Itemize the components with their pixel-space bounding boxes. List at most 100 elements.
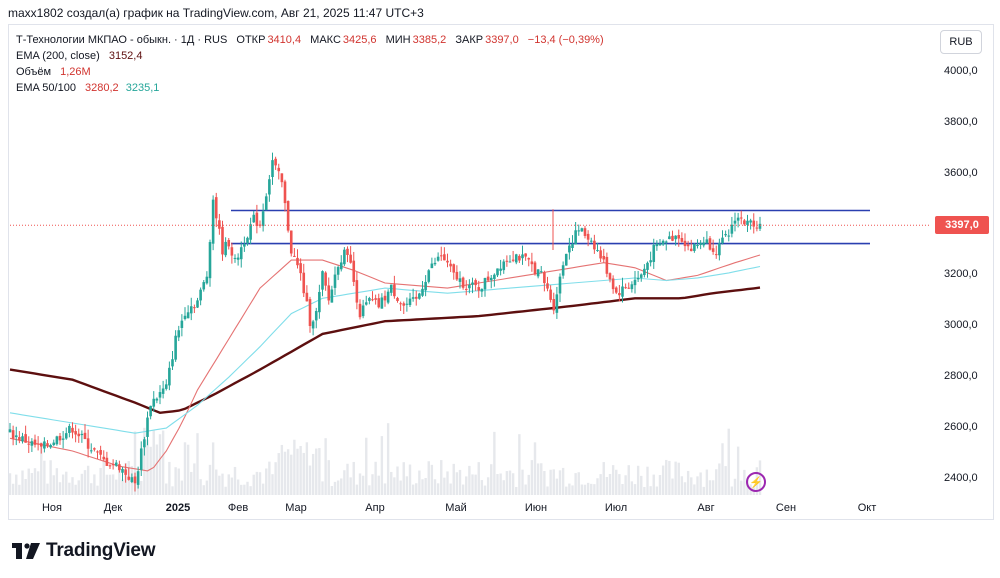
volume-bar: [574, 473, 577, 495]
x-tick-label: Авг: [697, 502, 715, 514]
candle-body: [736, 217, 740, 221]
volume-bar: [177, 468, 180, 495]
candle-body: [252, 214, 256, 223]
candle-body: [21, 436, 24, 442]
volume-bar: [365, 437, 368, 495]
candle-body: [208, 242, 212, 279]
candle-body: [577, 230, 581, 232]
volume-bar: [252, 474, 255, 495]
author-line: maxx1802 создал(а) график на TradingView…: [8, 6, 424, 20]
volume-bar: [455, 472, 459, 495]
volume-bar: [174, 467, 177, 495]
volume-bar: [740, 480, 743, 495]
volume-bar: [524, 484, 527, 495]
candle-body: [349, 254, 352, 263]
volume-bar: [383, 483, 387, 495]
volume-bar: [43, 460, 46, 495]
currency-button[interactable]: RUB: [940, 30, 982, 54]
candle-body: [749, 220, 752, 223]
volume-bar: [90, 483, 93, 495]
candle-body: [314, 310, 318, 321]
candle-body: [158, 392, 162, 398]
ema200-value: 3152,4: [108, 50, 143, 62]
candle-body: [339, 262, 343, 270]
volume-bar: [315, 448, 318, 495]
alert-icon[interactable]: ⚡: [746, 472, 766, 492]
volume-bar: [68, 482, 71, 495]
candle-body: [89, 450, 93, 452]
volume-bar: [477, 462, 480, 495]
candle-body: [405, 303, 409, 305]
candle-body: [239, 247, 243, 260]
candle-body: [643, 268, 646, 276]
x-tick-label: Дек: [103, 502, 123, 514]
volume-bar: [677, 462, 680, 495]
candle-body: [127, 476, 131, 480]
candle-body: [493, 274, 496, 279]
volume-bar: [96, 485, 99, 495]
candle-body: [505, 260, 509, 262]
candle-body: [230, 247, 234, 256]
candle-body: [33, 439, 37, 445]
candle-body: [80, 433, 84, 436]
volume-bar: [736, 446, 740, 495]
volume-bar: [349, 477, 352, 495]
candle-body: [452, 264, 456, 273]
candle-body: [674, 235, 677, 240]
volume-bar: [730, 486, 734, 495]
volume-bar: [502, 480, 505, 495]
volume-bar: [505, 471, 509, 495]
volume-bar: [715, 469, 718, 495]
candle-body: [93, 448, 96, 450]
volume-bar: [690, 477, 693, 495]
candle-body: [443, 254, 446, 261]
candle-body: [224, 241, 227, 256]
volume-bar: [152, 430, 155, 495]
volume-bar: [261, 483, 265, 495]
volume-bar: [15, 474, 18, 495]
volume-bar: [202, 485, 205, 495]
candle-body: [289, 230, 293, 254]
volume-bar: [465, 476, 468, 495]
volume-bar: [80, 473, 84, 495]
candle-body: [446, 260, 449, 263]
volume-bar: [583, 484, 587, 495]
candle-layer: [8, 152, 762, 492]
legend-ema200-row: EMA (200, close) 3152,4: [16, 48, 604, 64]
volume-bar: [630, 481, 634, 495]
volume-bar: [318, 448, 321, 495]
volume-bar: [724, 466, 727, 495]
volume-bar: [530, 460, 534, 495]
brand-name: TradingView: [46, 540, 156, 561]
tradingview-brand[interactable]: TradingView: [12, 540, 156, 562]
volume-bar: [605, 476, 609, 495]
candle-body: [30, 441, 34, 446]
candle-body: [677, 235, 681, 239]
volume-bar: [196, 433, 199, 495]
candle-body: [358, 303, 362, 318]
candle-body: [333, 274, 337, 288]
candle-body: [536, 269, 540, 277]
volume-bar: [386, 423, 390, 495]
candle-body: [149, 405, 152, 417]
candle-body: [586, 233, 590, 240]
volume-bar: [205, 480, 209, 495]
x-tick-label: Сен: [775, 502, 797, 514]
candle-body: [364, 302, 368, 305]
candle-body: [55, 436, 59, 445]
volume-bar: [515, 486, 518, 495]
volume-bar: [521, 469, 524, 495]
volume-bar: [674, 461, 677, 495]
candle-body: [227, 239, 231, 247]
volume-bar: [305, 442, 309, 495]
candle-body: [299, 263, 302, 274]
candle-body: [461, 277, 465, 288]
volume-bar: [668, 460, 671, 495]
volume-bar: [193, 463, 196, 495]
candle-body: [133, 476, 137, 484]
candle-body: [324, 272, 327, 286]
candle-body: [496, 268, 499, 276]
candle-body: [77, 433, 81, 437]
candle-body: [427, 270, 431, 282]
